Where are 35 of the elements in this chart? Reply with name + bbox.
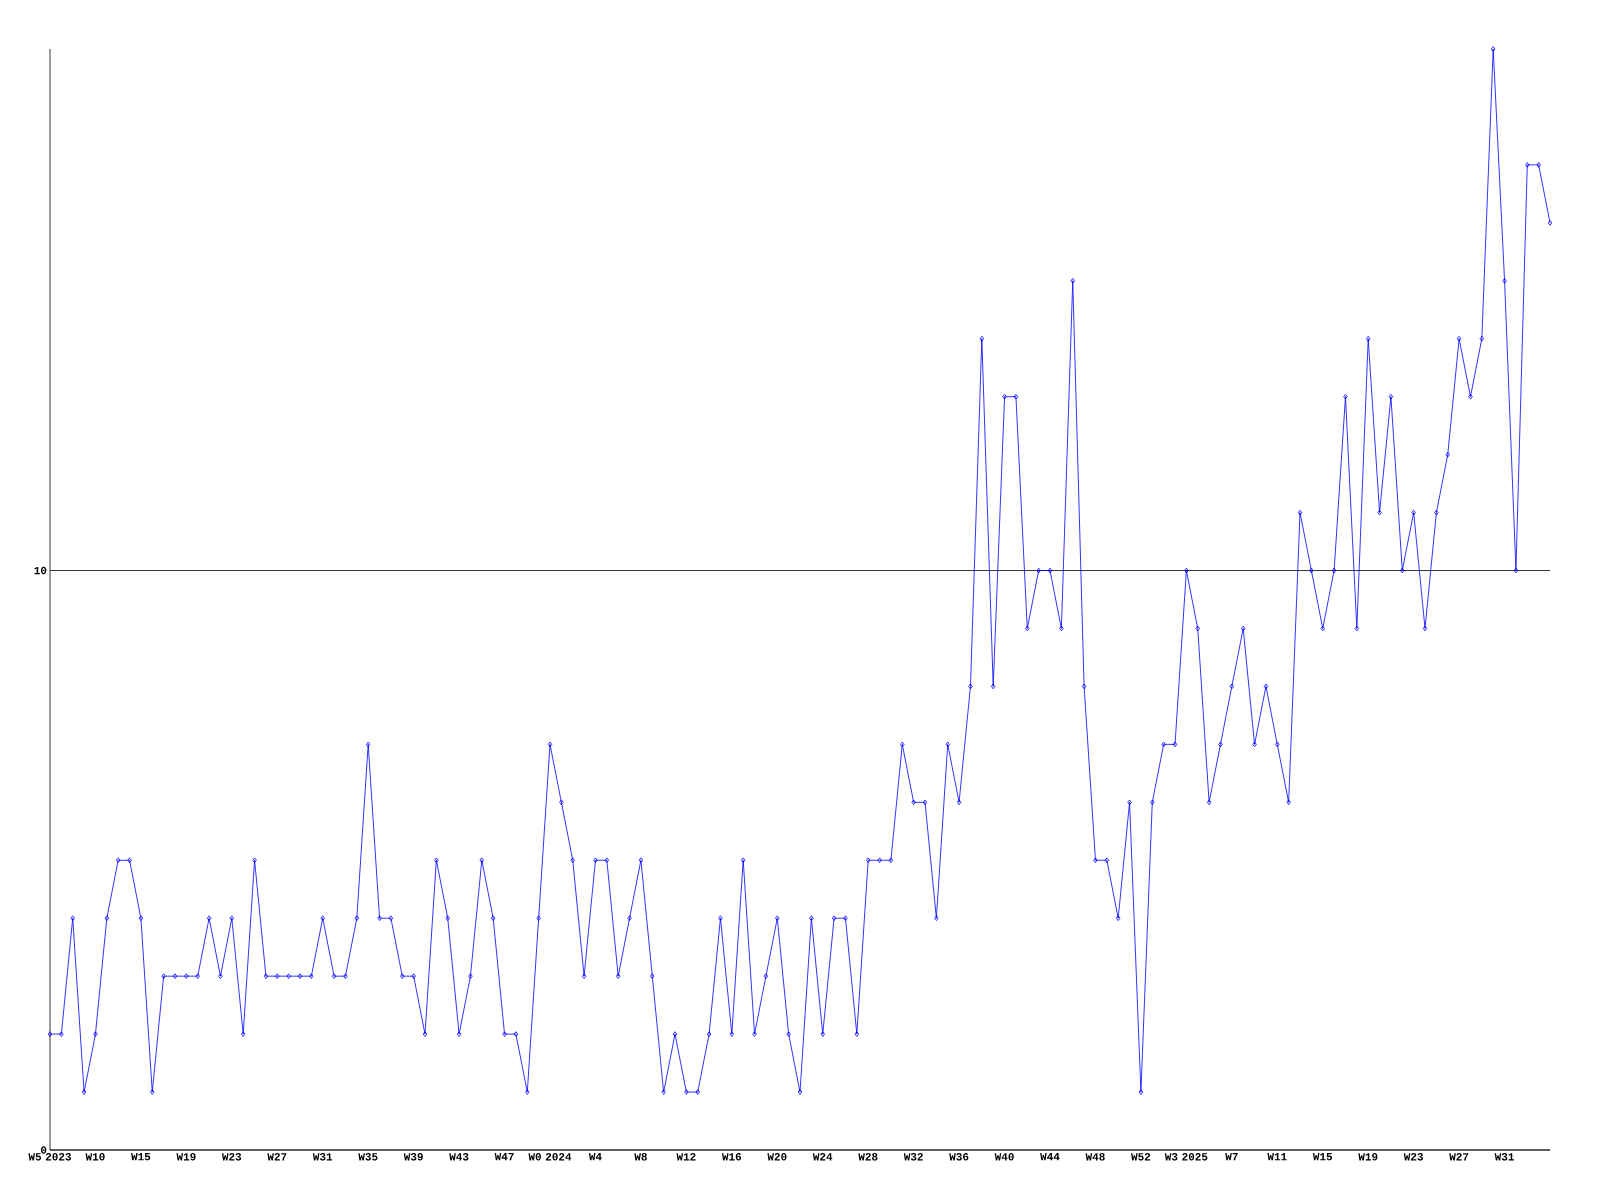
x-tick-label: W4: [588, 1153, 602, 1161]
x-tick-label: W16: [721, 1153, 742, 1161]
x-tick-label: W35: [358, 1153, 378, 1161]
x-tick-label: W27: [1449, 1153, 1469, 1161]
x-tick-label: W10: [85, 1153, 105, 1161]
x-tick-label: W19: [176, 1153, 196, 1161]
x-tick-label: W15: [131, 1153, 151, 1161]
x-tick-label: W24: [812, 1153, 833, 1161]
x-tick-label: W23: [1403, 1153, 1423, 1161]
x-tick-label: W15: [1312, 1153, 1333, 1161]
x-tick-label: W44: [1040, 1153, 1060, 1161]
x-tick-label: W47: [494, 1153, 514, 1161]
x-tick-label: W12: [676, 1153, 696, 1161]
x-tick-label: W8: [634, 1153, 647, 1161]
x-tick-label: W43: [449, 1153, 469, 1161]
y-tick-label: 10: [34, 566, 47, 575]
y-tick-label: 0: [40, 1146, 47, 1154]
x-tick-label: W31: [312, 1153, 333, 1161]
x-tick-label: W36: [949, 1153, 969, 1161]
x-tick-label: W7: [1225, 1153, 1238, 1161]
x-tick-label: W3 2025: [1164, 1153, 1208, 1161]
x-tick-label: W52: [1131, 1153, 1151, 1161]
x-tick-label: W27: [267, 1153, 287, 1161]
x-tick-label: W48: [1085, 1153, 1105, 1161]
x-tick-label: W23: [221, 1153, 242, 1161]
x-tick-label: W0 2024: [528, 1153, 572, 1161]
x-tick-label: W20: [767, 1153, 787, 1161]
x-tick-label: W19: [1358, 1153, 1378, 1161]
x-tick-label: W11: [1267, 1153, 1287, 1161]
x-tick-label: W31: [1494, 1153, 1514, 1161]
x-tick-label: W5 2023: [28, 1153, 71, 1161]
x-tick-label: W40: [994, 1153, 1014, 1161]
x-tick-label: W28: [858, 1153, 878, 1161]
x-tick-label: W39: [403, 1153, 423, 1161]
x-tick-label: W32: [903, 1153, 923, 1161]
